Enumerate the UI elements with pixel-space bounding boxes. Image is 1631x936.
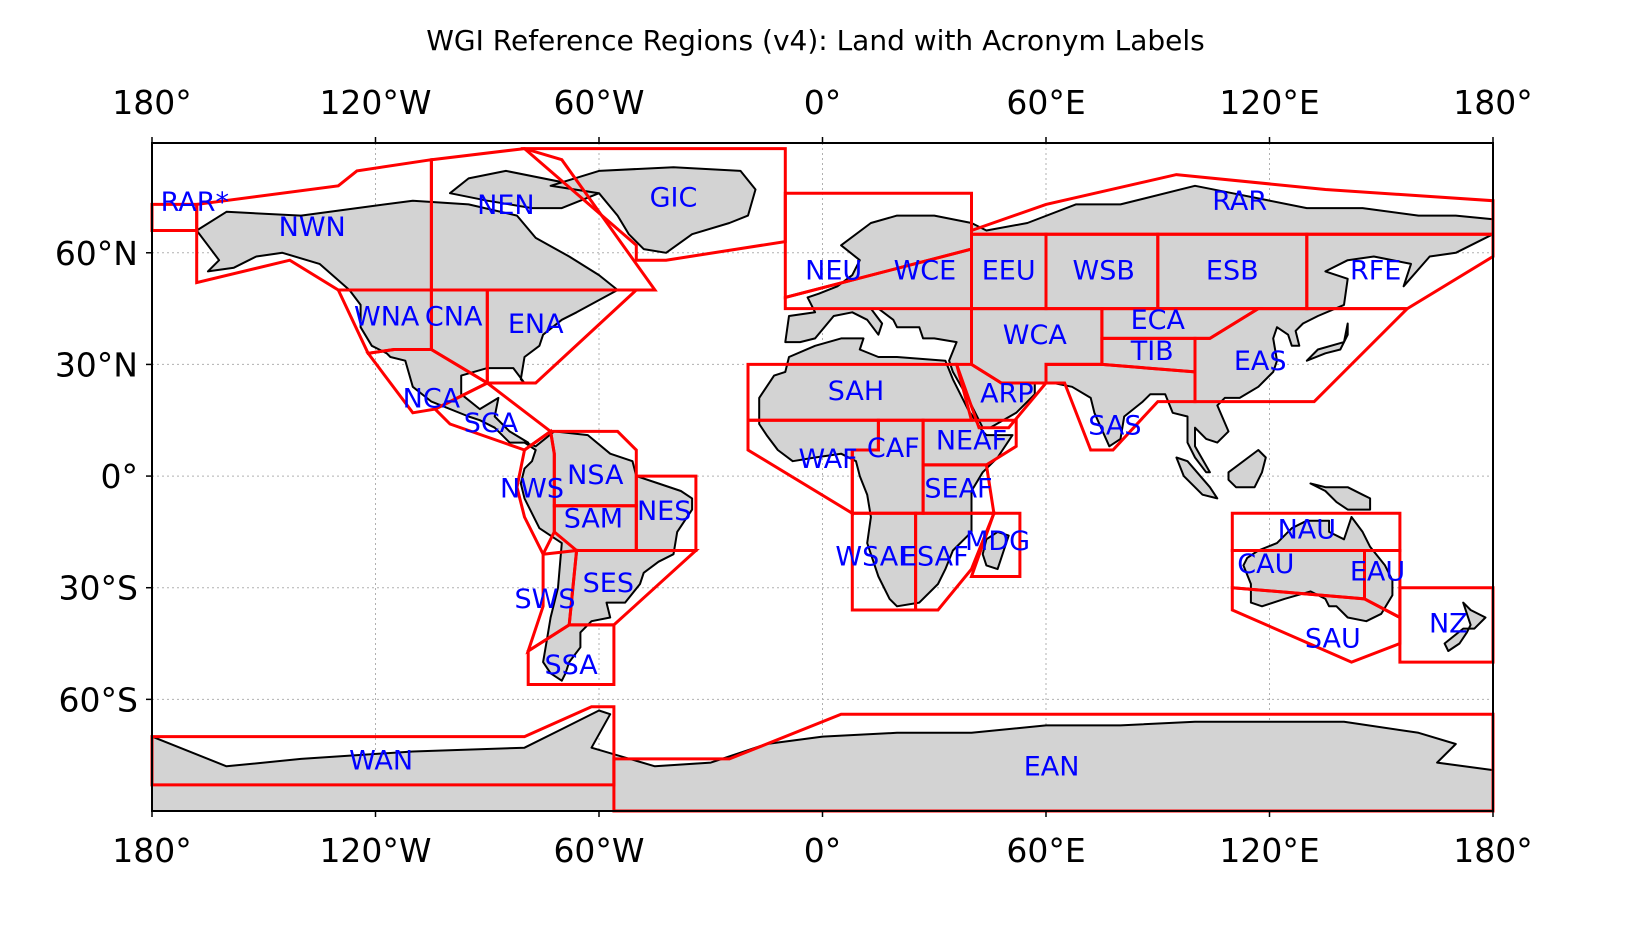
- region-label: EAS: [1234, 346, 1287, 377]
- land-mass: [1443, 601, 1487, 652]
- x-tick-label-top: 60°W: [553, 83, 644, 122]
- land-mass: [1305, 322, 1349, 362]
- map-title: WGI Reference Regions (v4): Land with Ac…: [426, 24, 1205, 57]
- land-mass: [1309, 482, 1372, 511]
- region-label: ECA: [1131, 305, 1186, 336]
- region-outline-ssa: [526, 623, 616, 686]
- x-tick-label-bottom: 120°W: [319, 831, 431, 870]
- region-label: SAU: [1305, 623, 1361, 654]
- region-label: NEU: [805, 256, 862, 287]
- y-tick-label: 30°N: [55, 345, 138, 384]
- region-label: NAU: [1278, 515, 1336, 546]
- y-tick-label: 60°N: [55, 234, 138, 273]
- region-label: WSAF: [835, 541, 913, 572]
- region-label: NZ: [1429, 608, 1468, 639]
- region-label: SES: [583, 568, 634, 599]
- land-mass: [1175, 456, 1219, 500]
- region-label: WCA: [1003, 320, 1068, 351]
- region-label: CAU: [1237, 549, 1294, 580]
- region-label: SAS: [1088, 410, 1141, 441]
- x-tick-label-top: 120°E: [1219, 83, 1319, 122]
- region-label: GIC: [650, 182, 698, 213]
- region-label: SWS: [515, 584, 576, 615]
- region-label: ARP: [980, 378, 1034, 409]
- x-tick-label-bottom: 0°: [804, 831, 842, 870]
- land-mass: [758, 337, 1014, 608]
- region-label: WNA: [354, 301, 420, 332]
- region-label: SCA: [464, 408, 519, 439]
- region-label: NCA: [403, 383, 461, 414]
- x-tick-label-top: 180°: [112, 83, 192, 122]
- x-tick-label-top: 120°W: [319, 83, 431, 122]
- land-mass: [1242, 516, 1394, 623]
- region-label: ENA: [508, 309, 564, 340]
- y-tick-label: 0°: [101, 457, 139, 496]
- region-label: ESAF: [900, 541, 969, 572]
- x-tick-label-top: 0°: [804, 83, 842, 122]
- region-label: WSB: [1073, 256, 1135, 287]
- land-mass: [549, 166, 757, 254]
- region-label: RAR: [1212, 186, 1267, 217]
- region-label: WCE: [894, 256, 957, 287]
- region-outline-gic: [520, 147, 787, 262]
- region-label: EAN: [1024, 752, 1080, 783]
- region-label: CAF: [867, 433, 920, 464]
- region-label: TIB: [1130, 336, 1174, 367]
- region-label: SSA: [544, 650, 598, 681]
- land-mass: [195, 199, 619, 444]
- y-tick-label: 60°S: [59, 680, 138, 719]
- region-label: ESB: [1206, 256, 1259, 287]
- x-tick-label-bottom: 180°: [112, 831, 192, 870]
- region-label: RFE: [1350, 256, 1401, 287]
- region-outline-esaf: [914, 511, 997, 612]
- x-tick-label-top: 60°E: [1006, 83, 1085, 122]
- land-layer: [151, 166, 1494, 812]
- axis-ticks: 180° 180° 120°W 120°W 60°W 60°W 0° 0° 60°E 60°E 12…: [55, 83, 1533, 870]
- region-label: NWN: [279, 212, 346, 243]
- x-tick-label-top: 180°: [1453, 83, 1533, 122]
- region-label: NES: [637, 496, 691, 527]
- land-mass: [1227, 449, 1267, 489]
- region-outline-nen: [429, 147, 658, 292]
- region-label: SAM: [564, 504, 623, 535]
- land-mass: [981, 530, 1010, 571]
- x-tick-label-bottom: 60°W: [553, 831, 644, 870]
- region-label: NEN: [477, 190, 534, 221]
- region-label: WAF: [798, 444, 857, 475]
- region-label: CNA: [425, 301, 483, 332]
- region-label: WAN: [349, 745, 413, 776]
- region-outline-sas: [1044, 362, 1197, 452]
- region-label: EAU: [1350, 556, 1405, 587]
- x-tick-label-bottom: 120°E: [1219, 831, 1319, 870]
- region-label: MDG: [965, 526, 1030, 557]
- region-label: SEAF: [924, 474, 992, 505]
- region-label: RAR*: [161, 187, 229, 218]
- region-outline-rar: [970, 173, 1495, 236]
- region-outline-ena: [485, 288, 641, 385]
- region-label: NEAF: [936, 425, 1007, 456]
- x-tick-label-bottom: 180°: [1453, 831, 1533, 870]
- region-label: EEU: [982, 256, 1036, 287]
- region-label: NWS: [500, 474, 564, 505]
- region-label: NSA: [567, 460, 624, 491]
- y-tick-label: 30°S: [59, 569, 138, 608]
- region-label: SAH: [828, 376, 884, 407]
- region-outline-mdg: [969, 511, 1022, 578]
- x-tick-label-bottom: 60°E: [1006, 831, 1085, 870]
